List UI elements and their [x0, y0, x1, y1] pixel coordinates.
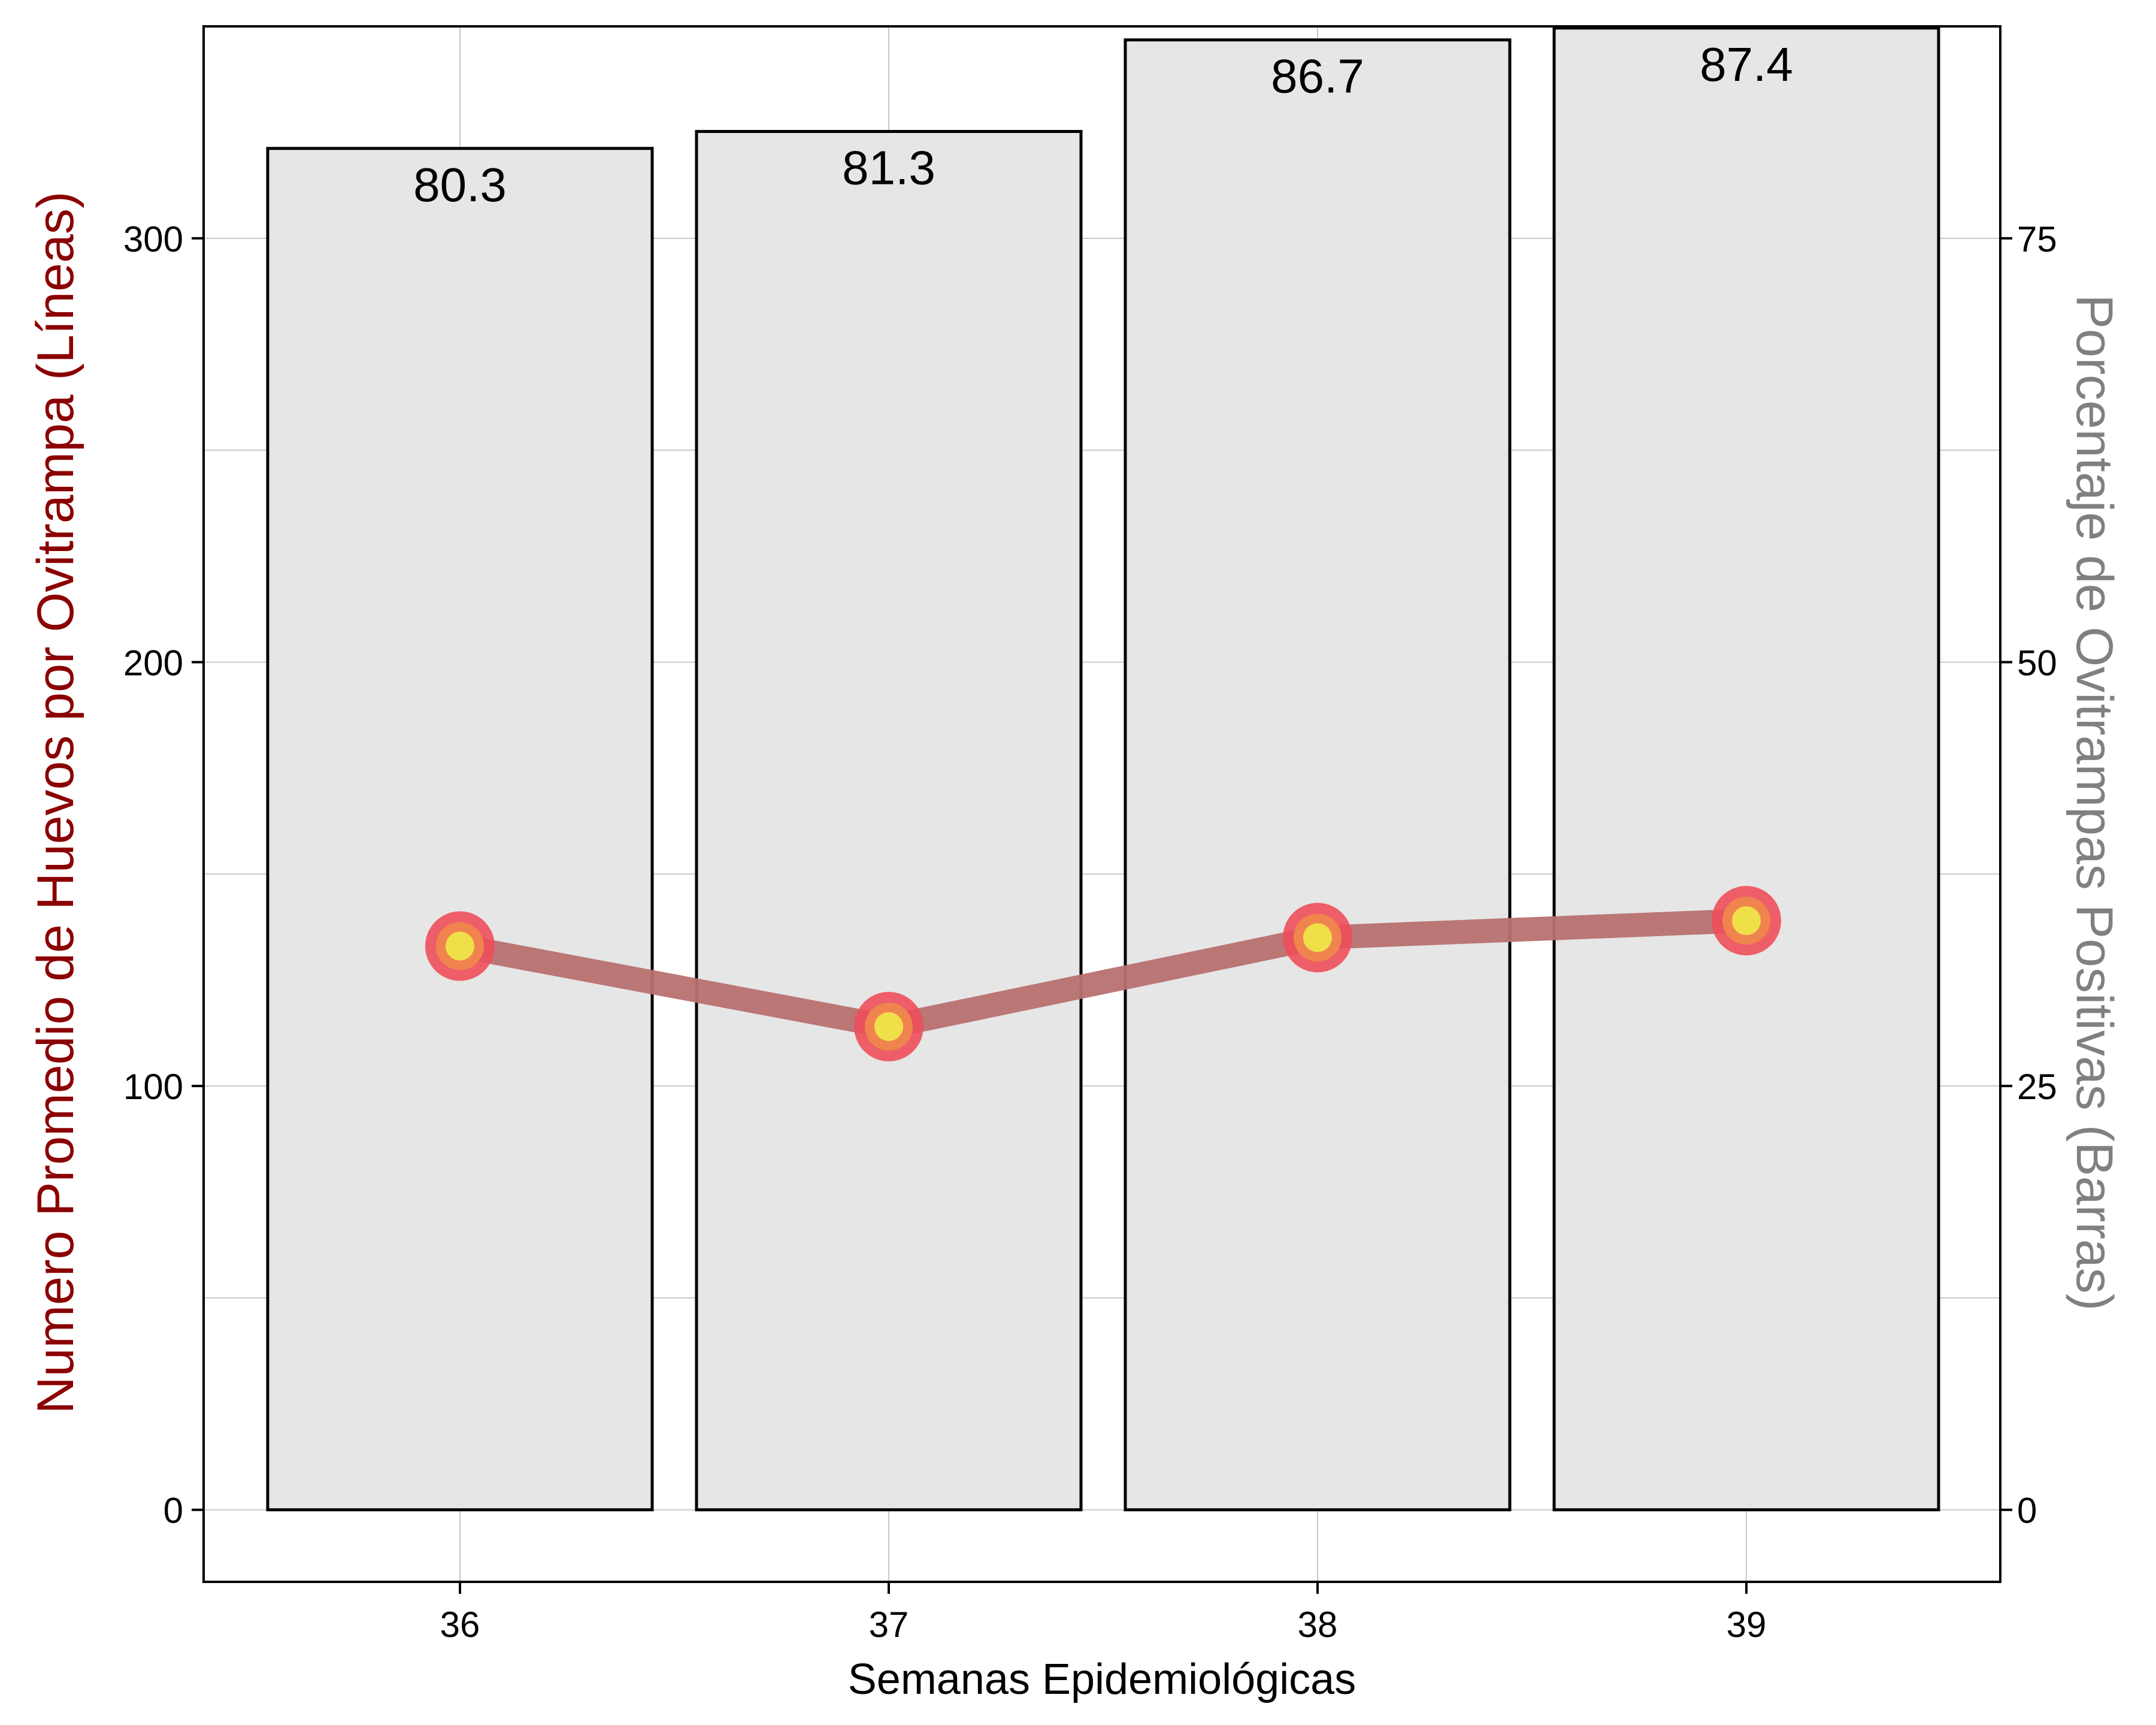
axes-layer: 0 100 200 300 0 25 50 75 36 37 38 39 — [123, 219, 2057, 1645]
y-right-tick-label: 25 — [2017, 1067, 2057, 1107]
x-axis-title: Semanas Epidemiológicas — [848, 1656, 1356, 1703]
y-axis-left-title: Numero Promedio de Huevos por Ovitrampa … — [27, 192, 84, 1414]
bar-37 — [695, 129, 1083, 1512]
point-37 — [874, 1012, 903, 1042]
line-layer — [425, 886, 1781, 1062]
line-series — [458, 909, 1747, 1039]
y-right-tick-label: 0 — [2017, 1491, 2037, 1531]
plot-frame — [202, 25, 2001, 1583]
y-axis-right-title: Porcentaje de Ovitrampas Positivas (Barr… — [2066, 295, 2123, 1311]
x-tick-label: 38 — [1298, 1605, 1338, 1645]
x-tick-label: 37 — [869, 1605, 909, 1645]
y-left-tick-label: 0 — [163, 1491, 183, 1531]
y-right-tick-label: 75 — [2017, 219, 2057, 259]
bar-label-38: 86.7 — [1271, 50, 1364, 103]
bar-38 — [1124, 38, 1512, 1512]
y-left-tick-label: 100 — [123, 1067, 183, 1107]
bar-label-36: 80.3 — [413, 158, 507, 211]
y-left-tick-label: 200 — [123, 643, 183, 683]
bars-layer — [266, 26, 1940, 1512]
y-left-tick-label: 300 — [123, 219, 183, 259]
bar-label-39: 87.4 — [1700, 38, 1793, 91]
bar-label-37: 81.3 — [842, 141, 935, 194]
point-39 — [1732, 906, 1761, 936]
bar-39 — [1552, 26, 1940, 1512]
x-tick-label: 36 — [440, 1605, 480, 1645]
y-right-tick-label: 50 — [2017, 643, 2057, 683]
x-tick-label: 39 — [1727, 1605, 1767, 1645]
point-38 — [1303, 923, 1332, 952]
bar-36 — [266, 147, 654, 1512]
bar-labels-layer: 80.3 81.3 86.7 87.4 — [413, 38, 1793, 211]
point-36 — [446, 931, 474, 961]
